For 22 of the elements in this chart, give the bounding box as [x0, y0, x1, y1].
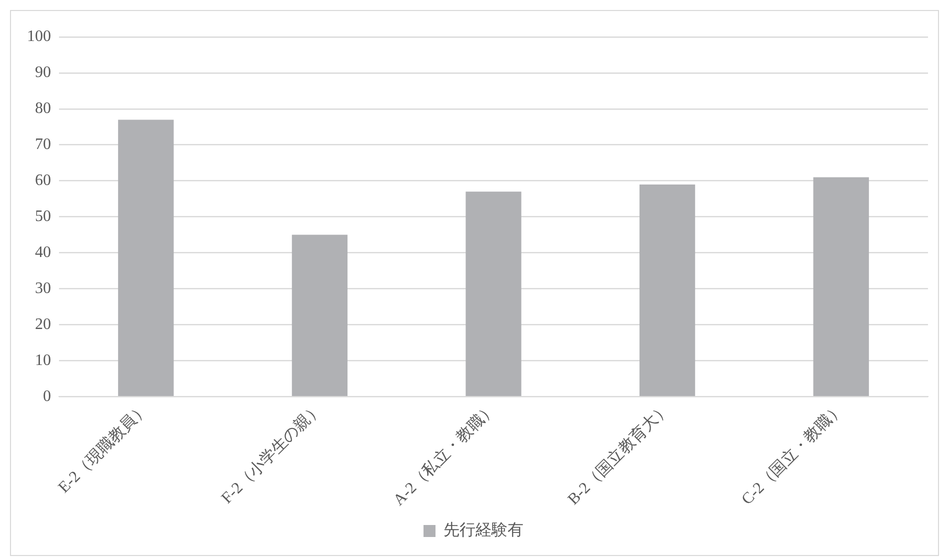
y-tick-label: 50	[35, 208, 51, 226]
y-tick-label: 70	[35, 136, 51, 154]
x-tick-label: A-2（私立・教職）	[390, 399, 500, 510]
y-tick-label: 40	[35, 244, 51, 261]
x-tick-label: B-2（国立教育大）	[564, 399, 674, 508]
legend-label: 先行経験有	[444, 520, 524, 540]
bar	[292, 234, 348, 396]
y-tick-label: 80	[35, 100, 51, 118]
y-tick-label: 10	[35, 352, 51, 369]
y-tick-label: 90	[35, 64, 51, 82]
y-tick-label: 30	[35, 280, 51, 297]
y-tick-label: 0	[43, 388, 51, 405]
y-tick-label: 100	[27, 28, 51, 46]
bar	[813, 177, 869, 396]
y-tick-label: 20	[35, 316, 51, 333]
x-tick-label: E-2（現職教員）	[54, 399, 152, 496]
bar	[118, 120, 174, 396]
x-tick-label: F-2（小学生の親）	[218, 399, 326, 508]
x-tick-label: C-2（国立・教職）	[738, 399, 847, 508]
y-tick-label: 60	[35, 172, 51, 190]
bar	[639, 184, 696, 396]
bar	[466, 192, 522, 396]
